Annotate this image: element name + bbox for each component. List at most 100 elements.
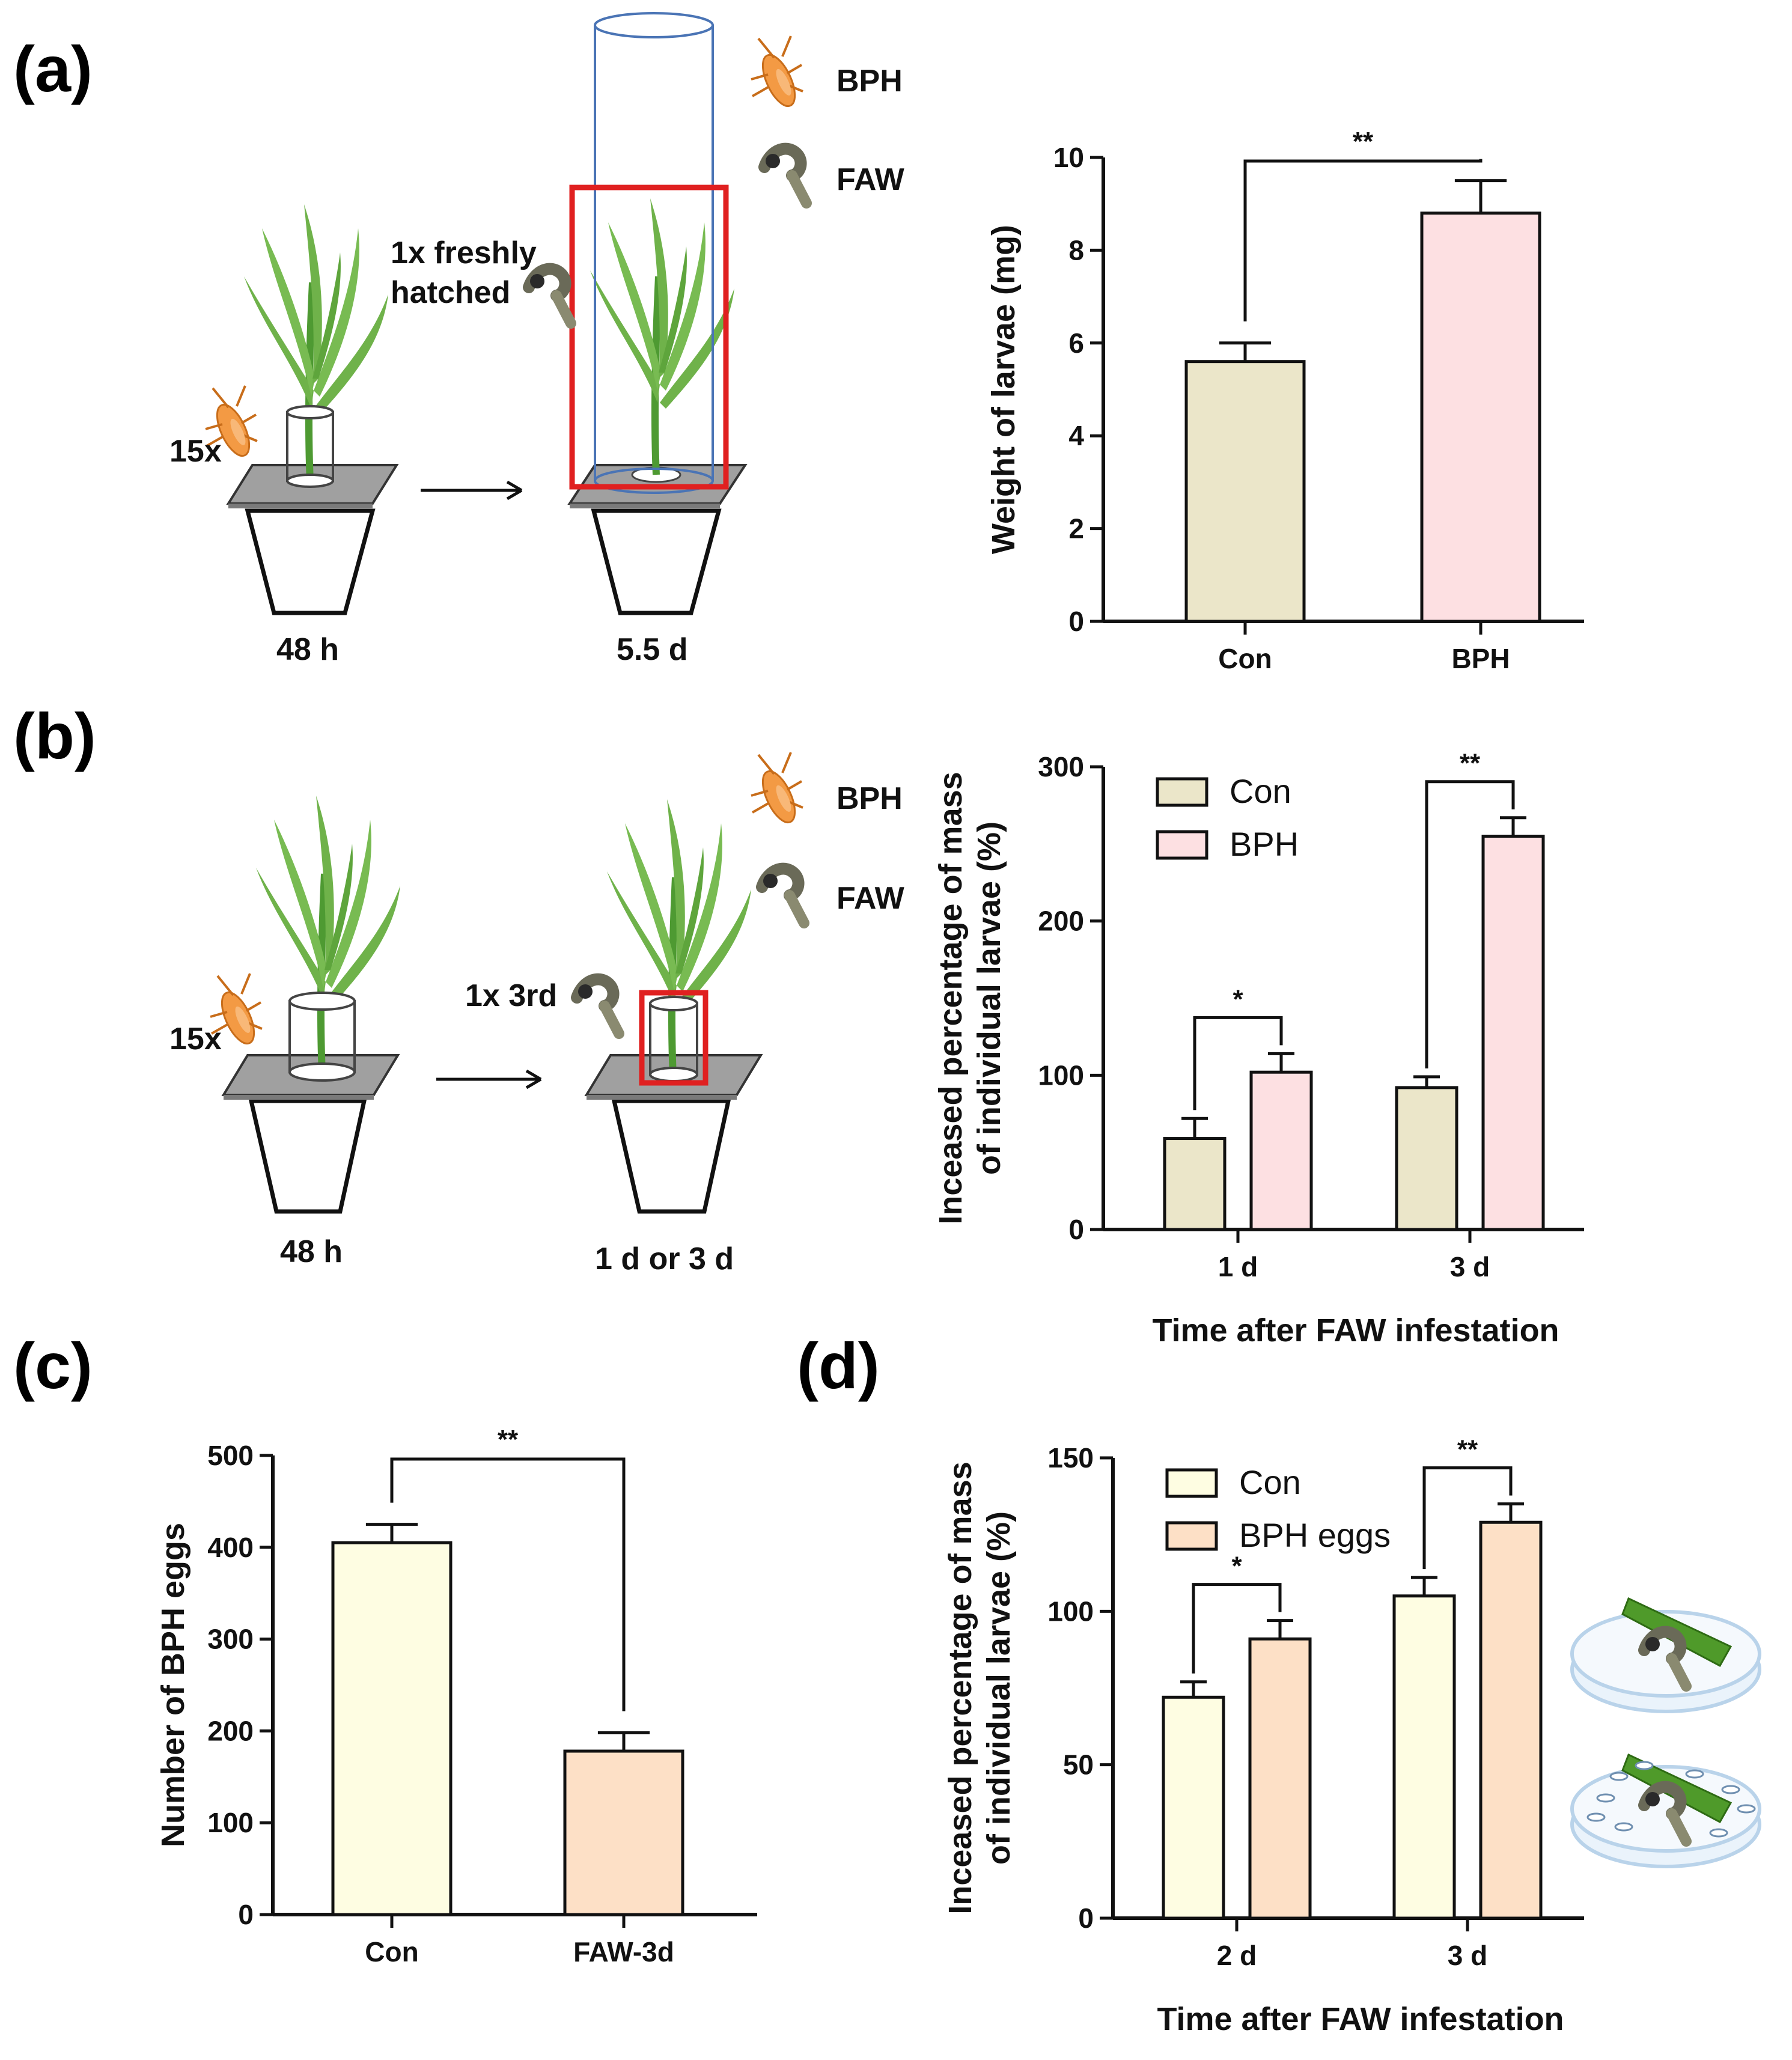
panel-label-c: (c)	[13, 1329, 93, 1402]
significance-label: **	[498, 1425, 519, 1454]
significance-bracket	[1422, 1466, 1513, 1570]
x-tick-label: Con	[1218, 643, 1272, 674]
faw-larva-b	[577, 980, 619, 1034]
significance-label: **	[1460, 749, 1481, 778]
bar-bph-eggs	[1248, 1637, 1312, 1920]
time-right-b: 1 d or 3 d	[595, 1242, 734, 1276]
significance-bracket	[1425, 780, 1515, 1068]
bar-con	[1162, 1695, 1225, 1920]
panel-label-b: (b)	[13, 699, 96, 772]
bar-con	[331, 1541, 453, 1916]
chart-c: 0 100 200 300 400 500 Con FAW-3d ** Number of BPH…	[155, 1425, 757, 1967]
plant-right-b	[607, 799, 751, 1076]
x-tick-label: Con	[365, 1936, 418, 1967]
panel-label-d: (d)	[797, 1329, 880, 1402]
cylinder-cage-a	[594, 12, 714, 494]
legend-faw-icon-a	[764, 149, 806, 203]
arrow-b	[436, 1069, 542, 1089]
legend-label: Con	[1239, 1463, 1301, 1501]
legend-label: BPH	[1230, 825, 1299, 863]
bar-con	[1395, 1086, 1458, 1231]
highlight-box-b	[639, 990, 709, 1086]
legend-label: Con	[1230, 772, 1291, 810]
legend-swatch	[1165, 1521, 1218, 1551]
y-axis-title: Weight of larvae (mg)	[986, 225, 1022, 554]
bar-faw-3d	[563, 1749, 684, 1916]
bar-con	[1392, 1594, 1456, 1920]
y-tick-label: 2	[1068, 513, 1084, 544]
chart-a: 0 2 4 6 8 10 Con BPH ** Weight of larvae (mg)	[986, 127, 1584, 674]
y-tick-label: 0	[1078, 1903, 1094, 1934]
count-bph-b: 15x	[169, 1022, 222, 1056]
cup-left-b	[288, 992, 356, 1082]
legend-bph-icon-b	[750, 751, 804, 829]
diagram-b: 15x 48 h 1x 3rd 1 d or 3 d BPH FAW	[169, 751, 905, 1276]
y-tick-label: 0	[238, 1899, 254, 1930]
legend-swatch	[1156, 830, 1208, 860]
count-bph-a: 15x	[169, 434, 222, 469]
y-tick-label: 100	[1047, 1595, 1094, 1627]
larva-label-line2-a: hatched	[391, 275, 510, 310]
significance-bracket	[1192, 1583, 1282, 1674]
bar-bph	[1481, 835, 1545, 1231]
significance-label: **	[1353, 127, 1374, 156]
y-axis-title: of individual larvae (%)	[971, 821, 1007, 1175]
y-axis-title: Number of BPH eggs	[155, 1523, 191, 1847]
diagram-a: 15x 48 h 1x freshly hatched 5.5 d BPH	[169, 12, 905, 667]
significance-label: *	[1233, 984, 1243, 1014]
bar-bph	[1420, 212, 1541, 623]
significance-label: *	[1231, 1552, 1242, 1581]
legend-faw-label-a: FAW	[837, 162, 905, 197]
larva-label-b: 1x 3rd	[465, 978, 557, 1013]
legend-swatch	[1165, 1468, 1218, 1498]
plant-left-a	[244, 204, 388, 481]
significance-bracket	[1193, 1016, 1283, 1111]
y-tick-label: 10	[1053, 142, 1084, 173]
y-tick-label: 6	[1068, 328, 1084, 359]
y-tick-label: 8	[1068, 234, 1084, 266]
legend-bph-label-a: BPH	[837, 64, 903, 99]
bar-con	[1184, 360, 1306, 623]
y-tick-label: 200	[1038, 906, 1084, 937]
bar-bph-eggs	[1479, 1520, 1543, 1920]
legend-label: BPH eggs	[1239, 1516, 1391, 1554]
y-tick-label: 400	[207, 1532, 254, 1563]
significance-label: **	[1457, 1435, 1478, 1464]
petri-dish-control	[1570, 1597, 1761, 1713]
y-axis-title: Inceased percentage of mass	[942, 1461, 978, 1914]
plant-left-b	[256, 796, 400, 1072]
larva-label-line1-a: 1x freshly	[391, 236, 537, 270]
y-tick-label: 0	[1068, 606, 1084, 637]
y-tick-label: 100	[207, 1807, 254, 1838]
x-tick-label: 1 d	[1218, 1251, 1258, 1282]
cup-right-b	[649, 996, 698, 1082]
x-tick-label: 3 d	[1448, 1940, 1487, 1971]
pot-left-a	[226, 464, 399, 615]
y-tick-label: 300	[207, 1624, 254, 1655]
y-tick-label: 300	[1038, 751, 1084, 782]
x-tick-label: 3 d	[1450, 1251, 1490, 1282]
x-axis-title: Time after FAW infestation	[1152, 1312, 1559, 1348]
x-tick-label: FAW-3d	[573, 1936, 674, 1967]
significance-bracket	[390, 1457, 626, 1711]
y-tick-label: 200	[207, 1715, 254, 1746]
faw-larva-a	[529, 269, 571, 323]
legend-faw-label-b: FAW	[837, 881, 905, 916]
panel-label-a: (a)	[13, 32, 93, 105]
time-left-b: 48 h	[280, 1234, 343, 1269]
y-axis-title: of individual larvae (%)	[981, 1511, 1017, 1865]
y-tick-label: 100	[1038, 1059, 1084, 1091]
arrow-a	[421, 480, 523, 501]
bar-con	[1163, 1137, 1227, 1231]
significance-bracket	[1243, 159, 1483, 321]
x-tick-label: 2 d	[1217, 1940, 1257, 1971]
time-left-a: 48 h	[276, 632, 339, 667]
highlight-box-a	[569, 184, 729, 490]
legend-bph-label-b: BPH	[837, 781, 903, 816]
y-tick-label: 500	[207, 1440, 254, 1471]
petri-dish-bph-eggs	[1570, 1753, 1761, 1868]
x-tick-label: BPH	[1451, 643, 1510, 674]
x-axis-title: Time after FAW infestation	[1157, 2001, 1564, 2037]
